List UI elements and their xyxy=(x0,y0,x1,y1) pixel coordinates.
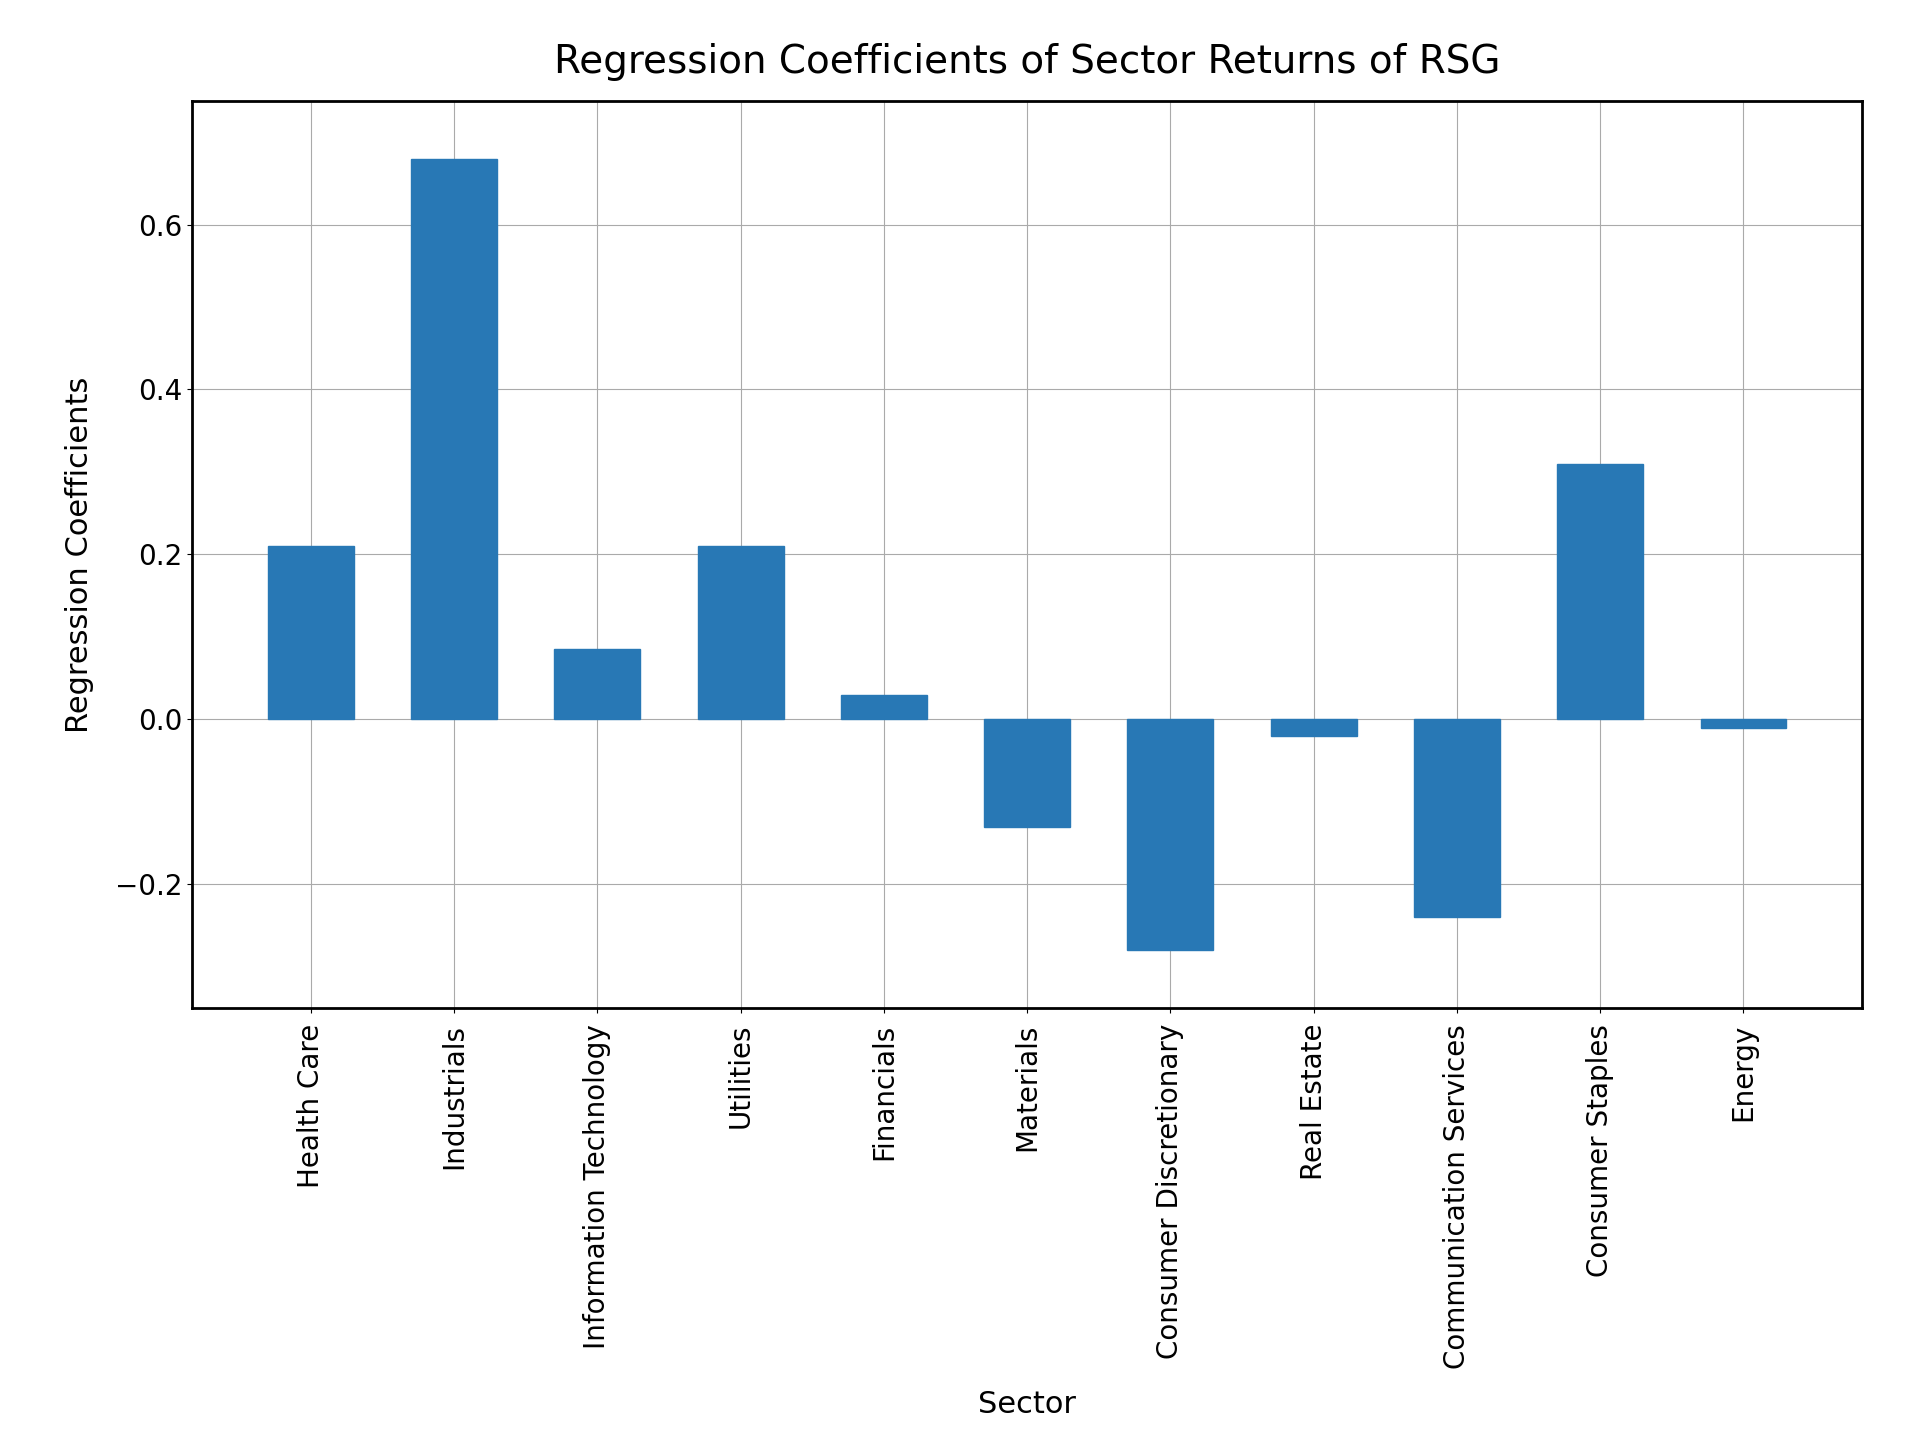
Bar xyxy=(697,546,783,720)
Bar xyxy=(1271,720,1357,736)
X-axis label: Sector: Sector xyxy=(977,1390,1077,1418)
Bar xyxy=(841,694,927,720)
Bar xyxy=(555,649,641,720)
Bar xyxy=(411,158,497,720)
Bar xyxy=(1557,464,1644,720)
Bar xyxy=(269,546,353,720)
Bar xyxy=(1127,720,1213,950)
Bar xyxy=(985,720,1069,827)
Bar xyxy=(1701,720,1786,727)
Y-axis label: Regression Coefficients: Regression Coefficients xyxy=(65,376,94,733)
Title: Regression Coefficients of Sector Returns of RSG: Regression Coefficients of Sector Return… xyxy=(555,43,1500,81)
Bar xyxy=(1413,720,1500,917)
